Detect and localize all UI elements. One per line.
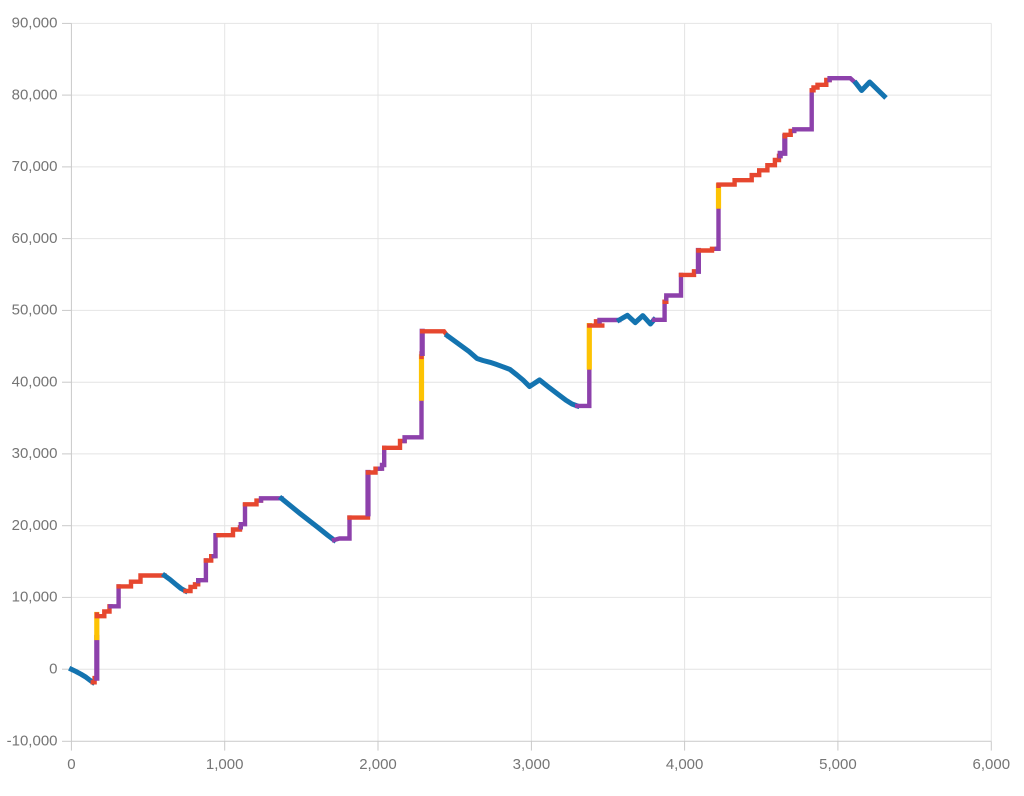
svg-text:60,000: 60,000 (12, 230, 58, 247)
svg-text:10,000: 10,000 (12, 589, 58, 606)
svg-text:-10,000: -10,000 (7, 733, 58, 750)
svg-text:0: 0 (67, 756, 75, 773)
svg-text:20,000: 20,000 (12, 517, 58, 534)
svg-text:0: 0 (49, 660, 57, 677)
svg-text:5,000: 5,000 (819, 756, 857, 773)
svg-text:30,000: 30,000 (12, 445, 58, 462)
svg-text:70,000: 70,000 (12, 158, 58, 175)
svg-text:90,000: 90,000 (12, 15, 58, 32)
svg-text:6,000: 6,000 (973, 756, 1011, 773)
svg-text:2,000: 2,000 (359, 756, 397, 773)
svg-text:80,000: 80,000 (12, 86, 58, 103)
svg-text:3,000: 3,000 (513, 756, 551, 773)
svg-text:40,000: 40,000 (12, 373, 58, 390)
svg-text:50,000: 50,000 (12, 302, 58, 319)
svg-text:1,000: 1,000 (206, 756, 244, 773)
svg-text:4,000: 4,000 (666, 756, 704, 773)
